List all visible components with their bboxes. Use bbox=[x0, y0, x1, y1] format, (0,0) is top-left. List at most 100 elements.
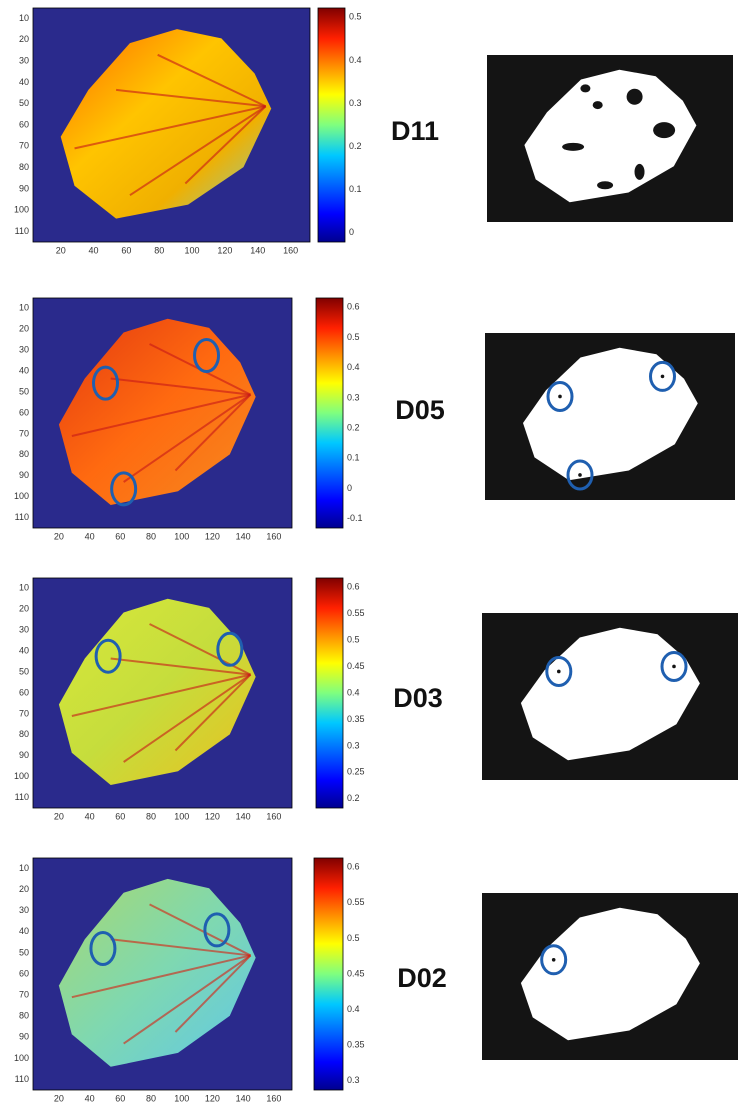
y-tick-label: 40 bbox=[19, 77, 29, 87]
x-tick-label: 60 bbox=[121, 245, 131, 255]
y-tick-label: 20 bbox=[19, 324, 29, 334]
colorbar-tick-label: 0.4 bbox=[347, 687, 360, 697]
sample-label: D11 bbox=[391, 116, 439, 146]
x-tick-label: 80 bbox=[154, 245, 164, 255]
y-tick-label: 80 bbox=[19, 729, 29, 739]
x-tick-label: 140 bbox=[236, 1093, 251, 1103]
y-tick-label: 80 bbox=[19, 162, 29, 172]
x-tick-label: 120 bbox=[205, 1093, 220, 1103]
x-tick-label: 20 bbox=[54, 1093, 64, 1103]
leaf-vein bbox=[71, 954, 251, 999]
x-tick-label: 60 bbox=[115, 531, 125, 541]
y-tick-label: 20 bbox=[19, 604, 29, 614]
y-tick-label: 10 bbox=[19, 583, 29, 593]
leaf-heatmap bbox=[58, 318, 256, 505]
y-tick-label: 100 bbox=[14, 771, 29, 781]
y-tick-label: 50 bbox=[19, 666, 29, 676]
colorbar-tick-label: 0.4 bbox=[349, 55, 362, 65]
leaf-vein bbox=[174, 673, 252, 752]
binary-spot bbox=[660, 374, 665, 379]
leaf-vein bbox=[174, 954, 252, 1033]
panel: 10 20 30 40 50 60 70 80 90 100 110 20 40 60 80 100 120 14… bbox=[14, 577, 738, 821]
x-tick-label: 40 bbox=[89, 245, 99, 255]
x-tick-label: 120 bbox=[205, 531, 220, 541]
x-tick-label: 40 bbox=[85, 1093, 95, 1103]
binary-spot bbox=[562, 142, 585, 151]
y-tick-label: 90 bbox=[19, 1032, 29, 1042]
highlight-circle bbox=[203, 912, 231, 948]
leaf-vein bbox=[129, 105, 267, 197]
colorbar bbox=[315, 577, 344, 809]
x-tick-label: 80 bbox=[146, 811, 156, 821]
y-tick-label: 70 bbox=[19, 989, 29, 999]
y-tick-label: 60 bbox=[19, 687, 29, 697]
highlight-circle bbox=[216, 631, 244, 667]
y-tick-label: 100 bbox=[14, 491, 29, 501]
x-tick-label: 20 bbox=[56, 245, 66, 255]
colorbar-tick-label: 0.2 bbox=[347, 793, 360, 803]
y-tick-label: 110 bbox=[15, 226, 29, 236]
x-tick-label: 40 bbox=[85, 811, 95, 821]
leaf-vein bbox=[115, 88, 266, 108]
colorbar-tick-label: 0.1 bbox=[347, 453, 360, 463]
binary-spot bbox=[580, 84, 591, 93]
binary-spot bbox=[578, 473, 582, 477]
y-tick-label: 80 bbox=[19, 1011, 29, 1021]
highlight-circle bbox=[193, 338, 221, 373]
x-tick-label: 80 bbox=[146, 1093, 156, 1103]
binary-spot bbox=[634, 163, 645, 180]
x-tick-label: 120 bbox=[217, 245, 232, 255]
binary-spot bbox=[592, 101, 603, 110]
colorbar-tick-label: -0.1 bbox=[347, 513, 363, 523]
colorbar-tick-label: 0 bbox=[347, 483, 352, 493]
x-tick-label: 40 bbox=[85, 531, 95, 541]
x-tick-label: 100 bbox=[185, 245, 200, 255]
x-tick-label: 80 bbox=[146, 531, 156, 541]
y-tick-label: 80 bbox=[19, 449, 29, 459]
colorbar bbox=[315, 297, 344, 529]
sample-label: D02 bbox=[397, 963, 447, 993]
colorbar-tick-label: 0.2 bbox=[349, 141, 362, 151]
colorbar-tick-label: 0.55 bbox=[347, 897, 365, 907]
x-tick-label: 60 bbox=[115, 1093, 125, 1103]
colorbar bbox=[317, 7, 346, 243]
panel: 10 20 30 40 50 60 70 80 90 100 110 20 40 60 80 100 120 14… bbox=[14, 857, 738, 1103]
colorbar-tick-label: 0.5 bbox=[349, 12, 362, 22]
colorbar-tick-label: 0.4 bbox=[347, 362, 360, 372]
x-tick-label: 60 bbox=[115, 811, 125, 821]
y-tick-label: 40 bbox=[19, 926, 29, 936]
panel: 10 20 30 40 50 60 70 80 90 100 110 20 40 60 80 100 120 14… bbox=[14, 7, 733, 255]
x-tick-label: 100 bbox=[174, 811, 189, 821]
y-tick-label: 50 bbox=[19, 98, 29, 108]
leaf-vein bbox=[123, 393, 252, 483]
colorbar-tick-label: 0.5 bbox=[347, 332, 360, 342]
leaf-vein bbox=[71, 393, 251, 437]
leaf-vein bbox=[71, 673, 251, 717]
binary-leaf bbox=[524, 69, 697, 203]
y-tick-label: 60 bbox=[19, 407, 29, 417]
colorbar-tick-label: 0.3 bbox=[347, 392, 360, 402]
y-tick-label: 110 bbox=[15, 1074, 29, 1084]
y-tick-label: 110 bbox=[15, 512, 29, 522]
binary-leaf bbox=[523, 347, 698, 481]
sample-label: D03 bbox=[393, 683, 443, 713]
binary-spot bbox=[551, 958, 556, 962]
highlight-circle bbox=[649, 360, 676, 392]
leaf-vein bbox=[184, 105, 267, 185]
y-tick-label: 110 bbox=[15, 792, 29, 802]
leaf-vein bbox=[110, 657, 251, 676]
x-tick-label: 160 bbox=[266, 1093, 281, 1103]
binary-spot bbox=[672, 664, 676, 669]
colorbar-tick-label: 0.5 bbox=[347, 634, 360, 644]
y-tick-label: 90 bbox=[19, 183, 29, 193]
y-tick-label: 20 bbox=[19, 34, 29, 44]
x-tick-label: 120 bbox=[205, 811, 220, 821]
y-tick-label: 100 bbox=[14, 1053, 29, 1063]
leaf-vein bbox=[110, 938, 251, 957]
leaf-heatmap bbox=[60, 29, 272, 219]
x-tick-label: 100 bbox=[174, 531, 189, 541]
colorbar-tick-label: 0.6 bbox=[347, 862, 360, 872]
x-tick-label: 20 bbox=[54, 811, 64, 821]
colorbar-tick-label: 0.25 bbox=[347, 767, 365, 777]
y-tick-label: 100 bbox=[14, 205, 29, 215]
